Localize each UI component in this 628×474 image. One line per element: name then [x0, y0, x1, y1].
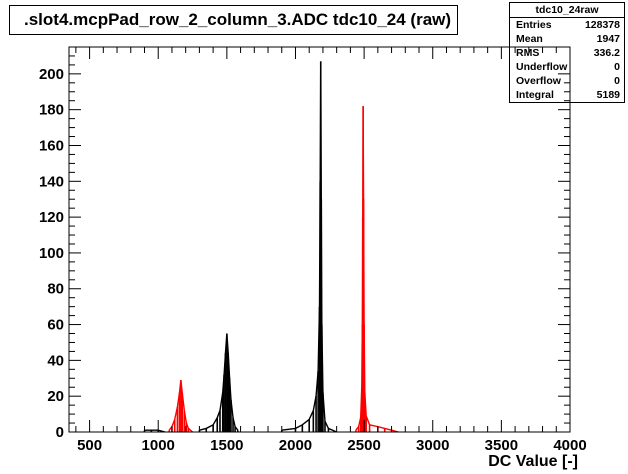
series-0 [143, 61, 337, 433]
x-tick-label: 2000 [279, 437, 312, 454]
stats-label: Overflow [516, 75, 561, 87]
x-tick-label: 2500 [347, 437, 380, 454]
stats-row-overflow: Overflow 0 [510, 74, 624, 88]
stats-name: tdc10_24raw [510, 3, 624, 18]
y-tick-label: 120 [39, 209, 64, 226]
y-tick-label: 0 [56, 424, 64, 441]
stats-value: 5189 [596, 89, 620, 101]
stats-row-underflow: Underflow 0 [510, 60, 624, 74]
x-tick-label: 4000 [553, 437, 586, 454]
axes-layer: 0 20 40 60 80 100 120 140 160 180 200 500 1000 1500 20… [39, 46, 587, 454]
x-tick-label: 500 [77, 437, 102, 454]
x-tick-label: 1500 [210, 437, 243, 454]
stats-row-rms: RMS 336.2 [510, 46, 624, 60]
histogram-title: .slot4.mcpPad_row_2_column_3.ADC tdc10_2… [9, 5, 458, 35]
stats-label: Mean [516, 33, 543, 45]
stats-label: Integral [516, 89, 554, 101]
x-tick-label: 3500 [485, 437, 518, 454]
stats-value: 0 [614, 75, 620, 87]
series-1 [168, 106, 399, 433]
stats-label: Entries [516, 19, 552, 31]
stats-row-mean: Mean 1947 [510, 32, 624, 46]
stats-value: 0 [614, 61, 620, 73]
stats-label: Underflow [516, 61, 568, 73]
y-tick-label: 200 [39, 66, 64, 83]
x-tick-label: 1000 [142, 437, 175, 454]
y-tick-label: 40 [47, 352, 64, 369]
y-tick-label: 180 [39, 102, 64, 119]
y-tick-label: 100 [39, 245, 64, 262]
y-tick-label: 80 [47, 281, 64, 298]
stats-value: 128378 [584, 19, 620, 31]
y-tick-label: 140 [39, 173, 64, 190]
x-tick-label: 3000 [416, 437, 449, 454]
stats-value: 336.2 [593, 47, 620, 59]
plot-frame [68, 46, 571, 433]
stats-row-integral: Integral 5189 [510, 88, 624, 102]
stats-row-entries: Entries 128378 [510, 18, 624, 32]
stats-label: RMS [516, 47, 540, 59]
series-layer [143, 61, 399, 433]
y-tick-label: 160 [39, 137, 64, 154]
series-outline [144, 61, 337, 433]
x-axis-label: DC Value [-] [488, 453, 578, 470]
y-tick-label: 60 [47, 317, 64, 334]
y-tick-label: 20 [47, 388, 64, 405]
stats-value: 1947 [596, 33, 620, 45]
series-outline [168, 106, 399, 433]
